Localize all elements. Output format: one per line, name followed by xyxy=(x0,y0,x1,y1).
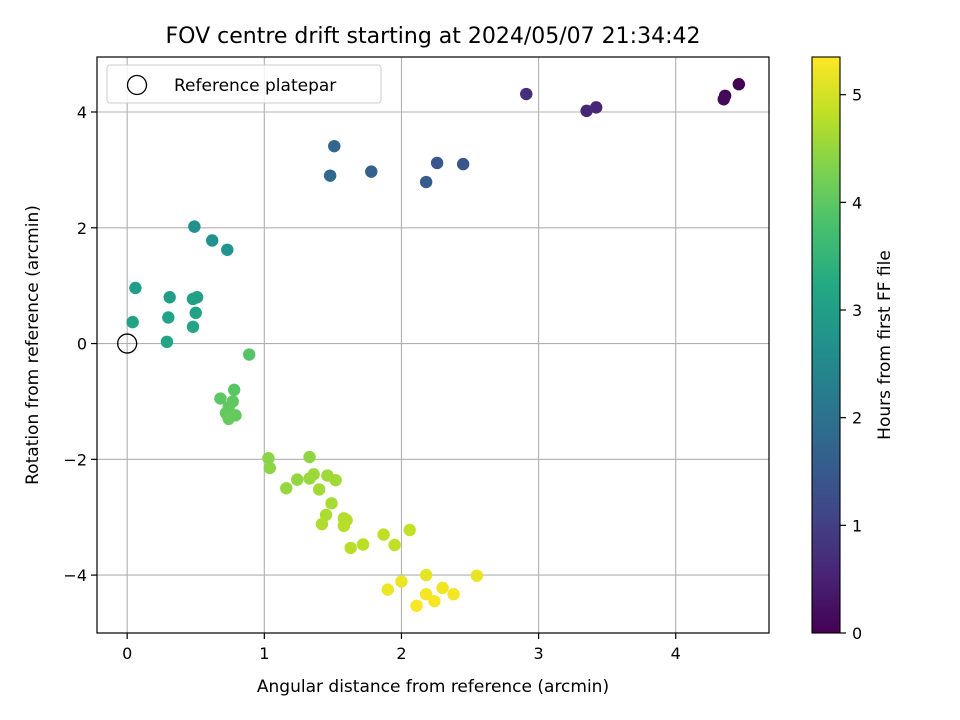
x-tick-label: 0 xyxy=(122,644,132,663)
colorbar-ticks: 0 1 2 3 4 5 xyxy=(840,86,862,643)
data-point xyxy=(456,157,470,171)
data-point xyxy=(329,473,342,487)
data-point xyxy=(206,234,219,247)
data-point xyxy=(470,569,484,582)
colorbar-tick-label: 1 xyxy=(852,516,862,535)
colorbar: 0 1 2 3 4 5 Hours from first FF file xyxy=(811,56,895,643)
colorbar-gradient xyxy=(811,56,841,634)
data-point xyxy=(190,291,204,304)
data-point xyxy=(717,93,730,106)
data-point xyxy=(221,243,234,256)
data-point xyxy=(227,383,241,397)
data-point xyxy=(126,315,139,329)
data-point xyxy=(189,306,202,320)
x-tick-label: 1 xyxy=(259,644,269,663)
data-point xyxy=(262,451,275,465)
data-point xyxy=(291,473,304,486)
data-point xyxy=(590,101,603,114)
data-point xyxy=(243,348,256,361)
reference-marker xyxy=(117,333,138,354)
x-tick-label: 2 xyxy=(396,644,406,663)
data-point xyxy=(365,165,378,178)
colorbar-tick-label: 3 xyxy=(852,301,862,320)
data-point xyxy=(323,169,337,182)
data-point xyxy=(377,528,390,541)
data-point xyxy=(188,220,201,233)
y-tick-label: 2 xyxy=(77,219,87,238)
axis-ticks: 0 1 2 3 4 −4 −2 0 2 4 xyxy=(63,103,680,663)
colorbar-label: Hours from first FF file xyxy=(875,250,895,440)
data-point xyxy=(162,311,175,324)
colorbar-tick-label: 4 xyxy=(852,193,862,212)
data-point xyxy=(303,450,316,464)
data-point xyxy=(222,412,235,426)
data-points xyxy=(126,78,746,612)
colorbar-tick-label: 2 xyxy=(852,409,862,428)
data-point xyxy=(419,175,433,189)
gridlines xyxy=(97,57,769,633)
data-point xyxy=(319,508,333,522)
data-point xyxy=(129,281,142,295)
data-point xyxy=(419,588,433,601)
data-point xyxy=(344,541,357,555)
data-point xyxy=(388,538,401,552)
y-tick-label: −2 xyxy=(63,450,87,469)
data-point xyxy=(280,482,293,495)
y-tick-label: 0 xyxy=(77,335,87,354)
data-point xyxy=(325,497,338,510)
x-tick-label: 3 xyxy=(534,644,544,663)
data-point xyxy=(307,468,320,481)
data-point xyxy=(328,139,341,153)
data-point xyxy=(381,583,394,596)
data-point xyxy=(315,517,329,531)
data-point xyxy=(447,588,460,601)
reference-platepar-marker xyxy=(117,333,138,354)
data-point xyxy=(419,568,433,582)
y-tick-label: −4 xyxy=(63,566,87,585)
data-point xyxy=(732,78,746,91)
data-point xyxy=(312,483,326,496)
data-point xyxy=(580,104,593,118)
data-point xyxy=(337,519,351,533)
data-point xyxy=(403,523,416,537)
data-point xyxy=(160,335,174,349)
data-point xyxy=(356,538,370,551)
y-tick-label: 4 xyxy=(77,103,87,122)
legend-label-reference: Reference platepar xyxy=(174,76,336,96)
legend-box xyxy=(106,64,382,104)
x-tick-label: 4 xyxy=(671,644,681,663)
data-point xyxy=(410,599,423,612)
legend-open-circle-marker xyxy=(126,74,148,96)
x-axis-label: Angular distance from reference (arcmin) xyxy=(257,677,609,697)
data-point xyxy=(263,461,276,475)
colorbar-tick-label: 0 xyxy=(852,624,862,643)
data-point xyxy=(186,320,200,333)
colorbar-tick-label: 5 xyxy=(852,86,862,105)
data-point xyxy=(214,392,227,405)
chart-title: FOV centre drift starting at 2024/05/07 … xyxy=(166,24,701,49)
data-point xyxy=(430,156,444,170)
data-point xyxy=(520,87,533,101)
plot-area-frame xyxy=(96,56,770,634)
legend: Reference platepar xyxy=(106,64,382,104)
data-point xyxy=(436,581,449,595)
data-point xyxy=(428,594,441,608)
y-axis-label: Rotation from reference (arcmin) xyxy=(23,205,43,485)
data-point xyxy=(163,291,176,304)
data-point xyxy=(395,575,408,588)
